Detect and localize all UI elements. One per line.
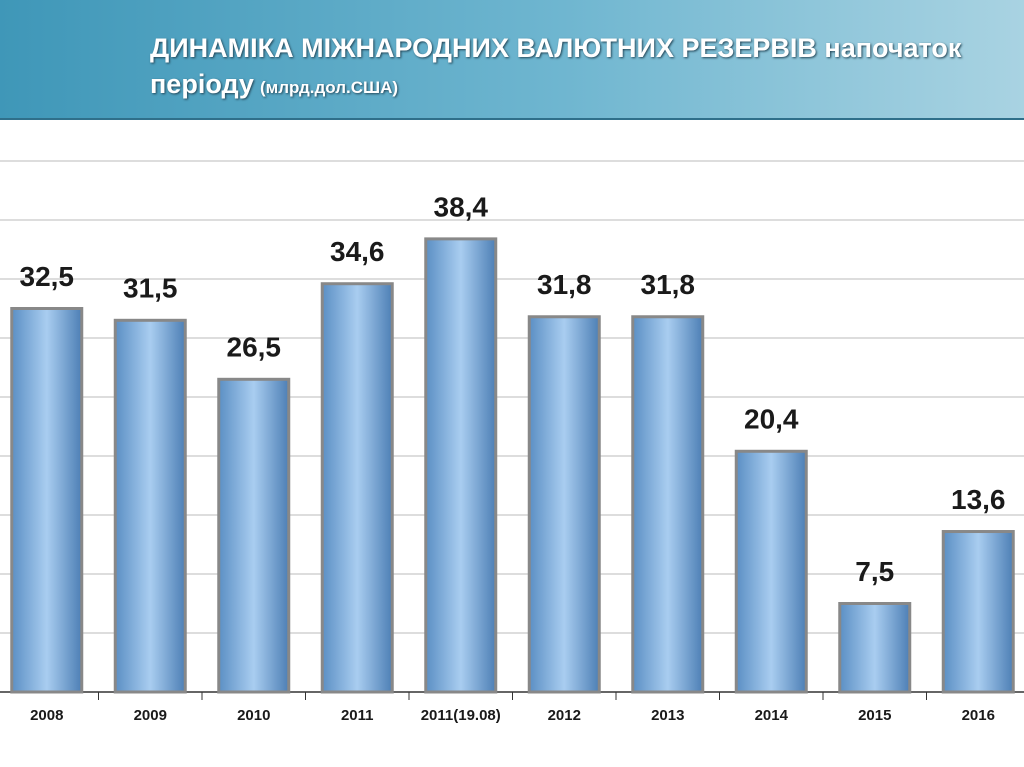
x-tick-label: 2012 — [548, 707, 581, 724]
value-label: 31,8 — [641, 269, 696, 300]
value-label: 26,5 — [227, 332, 282, 363]
x-tick-label: 2009 — [134, 707, 167, 724]
value-label: 20,4 — [744, 404, 799, 435]
value-label: 13,6 — [951, 484, 1006, 515]
header: ДИНАМІКА МІЖНАРОДНИХ ВАЛЮТНИХ РЕЗЕРВІВ н… — [0, 0, 1024, 120]
value-label: 31,8 — [537, 269, 592, 300]
bar — [113, 318, 187, 694]
x-tick-label: 2013 — [651, 707, 684, 724]
bar — [838, 602, 912, 694]
value-label: 38,4 — [434, 191, 489, 222]
value-label: 34,6 — [330, 236, 385, 267]
bar — [424, 237, 498, 694]
bar — [10, 307, 84, 694]
bar — [631, 315, 705, 694]
x-tick-label: 2011 — [341, 707, 374, 724]
bar — [941, 530, 1015, 694]
chart-subtitle: (млрд.дол.США) — [259, 78, 399, 97]
title-block: ДИНАМІКА МІЖНАРОДНИХ ВАЛЮТНИХ РЕЗЕРВІВ н… — [150, 30, 1020, 106]
x-tick-label: 2011(19.08) — [421, 707, 501, 724]
chart-title: ДИНАМІКА МІЖНАРОДНИХ ВАЛЮТНИХ РЕЗЕРВІВ н… — [150, 33, 962, 99]
value-label: 32,5 — [20, 261, 75, 292]
x-tick-label: 2010 — [237, 707, 270, 724]
value-label: 31,5 — [123, 273, 178, 304]
x-tick-label: 2008 — [30, 707, 63, 724]
x-tick-label: 2014 — [755, 707, 789, 724]
bar — [527, 315, 601, 694]
x-tick-label: 2015 — [858, 707, 891, 724]
x-tick-label: 2016 — [962, 707, 995, 724]
bar — [217, 377, 291, 694]
bar — [320, 282, 394, 694]
bar — [734, 449, 808, 694]
value-label: 7,5 — [855, 556, 894, 587]
